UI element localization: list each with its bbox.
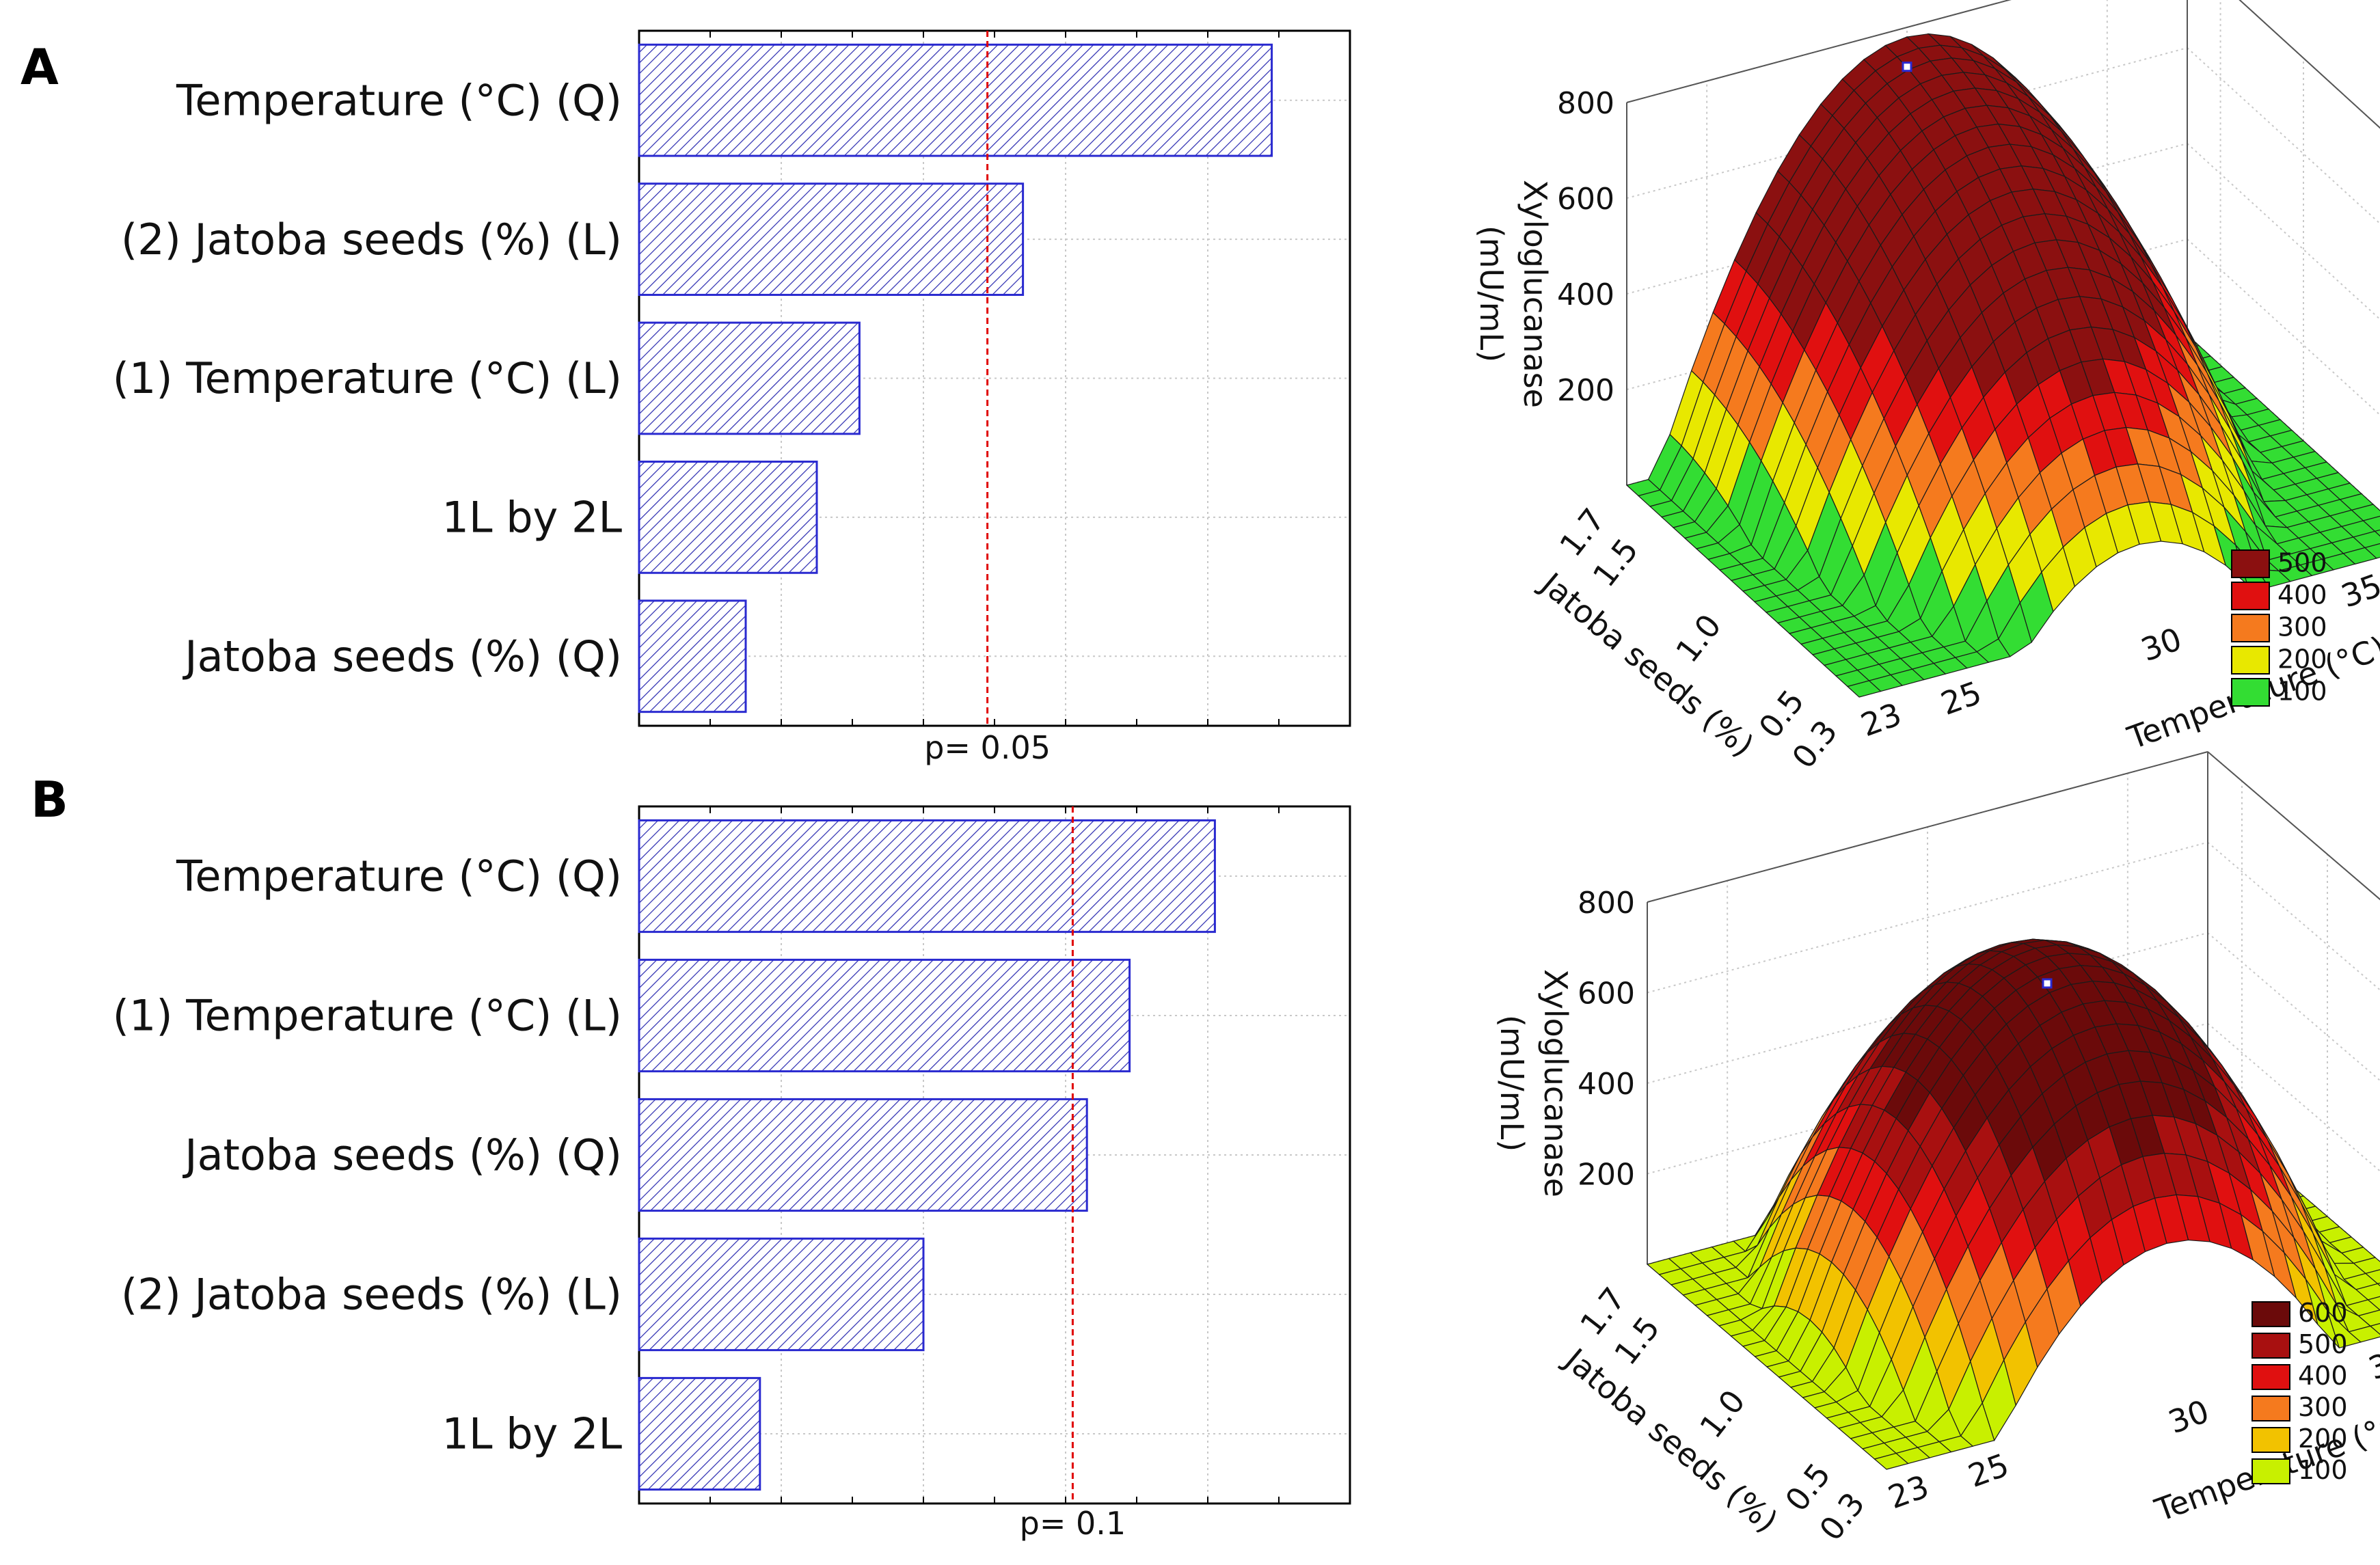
legend-label: 300 xyxy=(2277,612,2327,642)
legend-label: 200 xyxy=(2298,1424,2348,1454)
panel-a: A Temperature (°C) (Q) (2) Jatoba seeds (… xyxy=(21,0,2380,775)
category-label: Jatoba seeds (%) (Q) xyxy=(182,631,622,681)
z-axis-title-line: (mU/mL) xyxy=(1473,226,1510,362)
wall-gridline xyxy=(2207,841,2380,991)
z-tick-label: 600 xyxy=(1557,182,1614,217)
x-tick-label: 30 xyxy=(2136,621,2186,669)
bar xyxy=(638,1237,925,1352)
wall-gridline xyxy=(2187,47,2380,225)
bar xyxy=(638,1376,761,1491)
y-tick-label: 1.0 xyxy=(1692,1383,1753,1445)
y-axis-title: Jatoba seeds (%) xyxy=(1532,564,1761,764)
category-label: (2) Jatoba seeds (%) (L) xyxy=(121,1270,622,1320)
design-point-marker xyxy=(2042,978,2053,989)
wall-gridline xyxy=(2187,143,2380,321)
x-tick-label: 35 xyxy=(2336,567,2380,615)
box-edge xyxy=(2207,751,2380,901)
x-tick-label: 25 xyxy=(1963,1446,2013,1495)
legend-label: 400 xyxy=(2277,580,2327,610)
design-point-marker xyxy=(1902,62,1912,72)
box-edge xyxy=(1647,751,2208,903)
x-tick-label: 23 xyxy=(1856,696,1906,744)
surface-patch xyxy=(1846,680,1882,698)
z-tick-label: 200 xyxy=(1578,1158,1635,1193)
legend-label: 300 xyxy=(2298,1392,2348,1422)
category-label: 1L by 2L xyxy=(442,493,623,543)
legend-swatch xyxy=(2251,1333,2290,1359)
category-label: (1) Temperature (°C) (L) xyxy=(113,991,622,1041)
z-tick-label: 800 xyxy=(1557,86,1614,121)
bar xyxy=(638,819,1216,934)
surface-chart: 200 400 600 800 Xyloglucanase(mU/mL) 23 25 30 35… xyxy=(1493,751,2380,1547)
bar xyxy=(638,182,1025,296)
bar xyxy=(638,43,1273,157)
category-label: Temperature (°C) (Q) xyxy=(176,852,622,901)
z-tick-label: 400 xyxy=(1578,1067,1635,1102)
surface-patch xyxy=(1874,1452,1909,1470)
legend-label: 500 xyxy=(2298,1329,2348,1359)
panel-letter: A xyxy=(21,38,59,96)
wall-gridline xyxy=(1647,841,2208,994)
z-axis-title: Xyloglucanase(mU/mL) xyxy=(1493,969,1574,1197)
panel-b: B Temperature (°C) (Q) (1) Temperature (°… xyxy=(31,751,2380,1547)
bar xyxy=(638,599,747,713)
legend-swatch xyxy=(2231,614,2270,642)
category-label: (2) Jatoba seeds (%) (L) xyxy=(121,215,622,264)
bar xyxy=(638,321,861,435)
legend-swatch xyxy=(2251,1396,2290,1421)
z-axis-title: Xyloglucanase(mU/mL) xyxy=(1473,180,1554,408)
x-tick-label: 35 xyxy=(2364,1339,2380,1387)
z-tick-label: 800 xyxy=(1578,886,1635,921)
significance-label: p= 0.05 xyxy=(924,729,1051,766)
x-tick-label: 30 xyxy=(2163,1393,2213,1441)
significance-label: p= 0.1 xyxy=(1020,1505,1126,1542)
legend-swatch xyxy=(2251,1427,2290,1453)
legend-label: 400 xyxy=(2298,1361,2348,1391)
legend-label: 100 xyxy=(2277,677,2327,707)
bar xyxy=(638,461,818,574)
legend-swatch xyxy=(2231,646,2270,675)
legend-swatch xyxy=(2231,582,2270,610)
legend-swatch xyxy=(2251,1301,2290,1327)
legend-label: 200 xyxy=(2277,644,2327,675)
y-axis-title: Jatoba seeds (%) xyxy=(1556,1339,1785,1540)
legend-label: 600 xyxy=(2298,1298,2348,1328)
legend-swatch xyxy=(2231,549,2270,578)
z-tick-label: 600 xyxy=(1578,977,1635,1011)
legend-swatch xyxy=(2231,678,2270,707)
wall-gridline xyxy=(2239,0,2380,129)
bar xyxy=(638,958,1131,1073)
y-tick-label: 1.0 xyxy=(1668,608,1729,670)
z-axis-title-line: Xyloglucanase xyxy=(1537,969,1574,1197)
legend-swatch xyxy=(2251,1364,2290,1390)
wall-gridline xyxy=(2207,751,2380,901)
bar xyxy=(638,1098,1088,1212)
box-edge xyxy=(2239,0,2380,129)
category-label: Jatoba seeds (%) (Q) xyxy=(182,1130,622,1180)
legend-label: 500 xyxy=(2277,548,2327,578)
category-label: (1) Temperature (°C) (L) xyxy=(113,353,622,403)
z-tick-label: 400 xyxy=(1557,277,1614,312)
z-axis-title-line: Xyloglucanase xyxy=(1517,180,1554,408)
z-tick-label: 200 xyxy=(1557,373,1614,408)
pareto-chart: Temperature (°C) (Q) (1) Temperature (°C)… xyxy=(113,805,1351,1542)
category-label: Temperature (°C) (Q) xyxy=(176,75,622,125)
pareto-chart: Temperature (°C) (Q) (2) Jatoba seeds (%)… xyxy=(113,29,1351,766)
legend-swatch xyxy=(2251,1458,2290,1484)
panel-letter: B xyxy=(31,771,68,828)
x-tick-label: 23 xyxy=(1883,1468,1933,1516)
z-axis-title-line: (mU/mL) xyxy=(1493,1015,1530,1152)
box-edge xyxy=(1626,0,2012,103)
legend-label: 100 xyxy=(2298,1455,2348,1485)
x-tick-label: 25 xyxy=(1936,674,1986,722)
category-label: 1L by 2L xyxy=(442,1409,623,1459)
